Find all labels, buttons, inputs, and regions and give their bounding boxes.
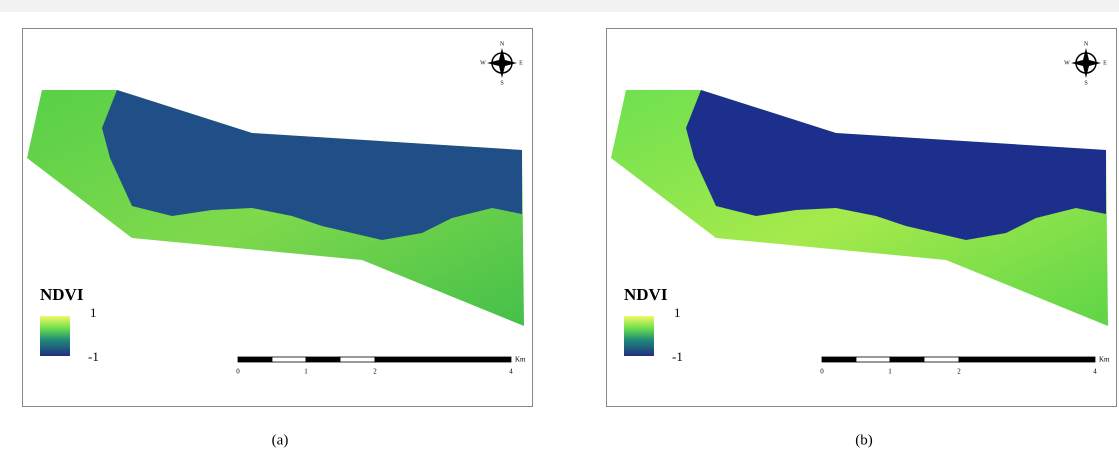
legend-max: 1 <box>90 305 97 320</box>
scale-label: 0 <box>820 368 824 376</box>
scale-label: 2 <box>957 368 961 376</box>
legend-max: 1 <box>674 305 681 320</box>
scale-label: 1 <box>888 368 892 376</box>
caption: (b) <box>855 432 873 448</box>
legend-min: -1 <box>88 349 99 364</box>
legend-ramp <box>624 316 654 356</box>
scale-unit: Km <box>1099 356 1110 364</box>
scale-segment <box>339 356 376 363</box>
scale-segment <box>237 356 273 363</box>
scale-unit: Km <box>515 356 526 364</box>
compass-star <box>1071 48 1101 78</box>
legend-title: NDVI <box>40 285 84 304</box>
scale-segment <box>958 356 1096 363</box>
top-band <box>0 0 1119 12</box>
legend-title: NDVI <box>624 285 668 304</box>
compass-n: N <box>1084 41 1089 47</box>
scale-segment <box>889 356 925 363</box>
scale-label: 4 <box>509 368 513 376</box>
compass-e: E <box>1103 60 1107 66</box>
compass-s: S <box>500 80 503 86</box>
compass-e: E <box>519 60 523 66</box>
compass-star <box>487 48 517 78</box>
scale-label: 0 <box>236 368 240 376</box>
legend-min: -1 <box>672 349 683 364</box>
map-panel: NDVI 1 -1 N S E W 0 1 2 4Km <box>22 28 533 407</box>
compass-n: N <box>500 41 505 47</box>
scale-segment <box>305 356 341 363</box>
scale-label: 4 <box>1093 368 1097 376</box>
caption: (a) <box>272 432 289 448</box>
compass-w: W <box>480 60 486 66</box>
scale-segment <box>271 356 307 363</box>
scale-segment <box>821 356 857 363</box>
scale-segment <box>923 356 960 363</box>
scale-label: 1 <box>304 368 308 376</box>
water-area <box>102 90 522 240</box>
scale-segment <box>855 356 891 363</box>
map-panel: NDVI 1 -1 N S E W 0 1 2 4Km <box>606 28 1117 407</box>
scale-label: 2 <box>373 368 377 376</box>
water-area <box>686 90 1106 240</box>
scale-segment <box>374 356 512 363</box>
compass-w: W <box>1064 60 1070 66</box>
legend-ramp <box>40 316 70 356</box>
compass-s: S <box>1084 80 1087 86</box>
